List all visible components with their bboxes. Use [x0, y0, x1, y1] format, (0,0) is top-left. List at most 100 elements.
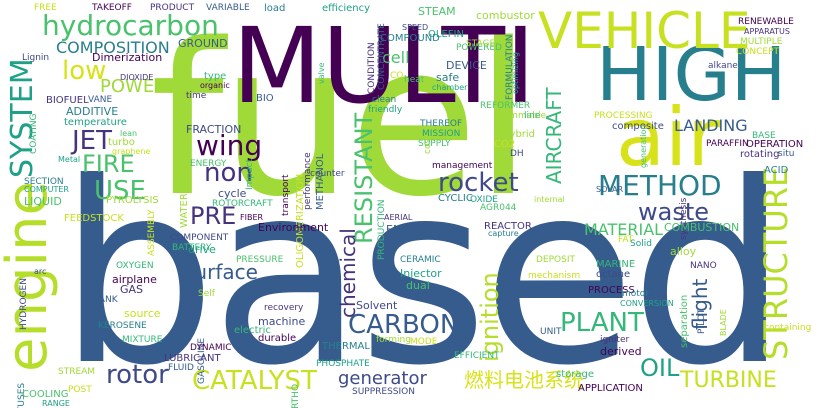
- word-conversion: CONVERSION: [620, 300, 674, 308]
- word-water: WATER: [180, 193, 190, 228]
- word-wing: wing: [196, 132, 262, 160]
- word-heat: heat: [404, 76, 424, 85]
- word-cyclic: CYCLIC: [438, 194, 473, 204]
- word-device: DEVICE: [446, 60, 487, 71]
- word-oxygen: OXYGEN: [116, 262, 154, 271]
- word-processing: PROCESSING: [594, 112, 653, 121]
- word-resistant: RESISTANT: [352, 113, 376, 244]
- word-cycle: cycle: [218, 188, 246, 199]
- word-drive: drive: [188, 244, 216, 255]
- word-post: POST: [68, 386, 92, 395]
- word-solar: SOLAR: [596, 186, 623, 194]
- word-energy: ENERGY: [190, 160, 226, 169]
- word-unit: UNIT: [540, 328, 561, 337]
- word-transport: transport: [282, 174, 291, 216]
- word-pyrolysis: PYROLYSIS: [106, 196, 159, 206]
- word-capture: capture: [488, 230, 519, 238]
- word-product: PRODUCT: [150, 4, 194, 13]
- word-pilot: PILOT: [698, 309, 707, 334]
- word-turbine: TURBINE: [680, 370, 777, 392]
- word-oil: OIL: [640, 356, 679, 380]
- word-rotating: rotating: [740, 150, 779, 160]
- word-deposit: DEPOSIT: [536, 256, 575, 265]
- word-component: COMPONENT: [170, 234, 228, 243]
- word-concentrate: CONCENTRATE: [378, 23, 387, 90]
- word-fluid: FLUID: [168, 364, 194, 373]
- word-bio: BIO: [256, 94, 274, 104]
- word-efficient: EFFICIENT: [454, 352, 500, 361]
- word-mechanism: mechanism: [528, 272, 580, 281]
- word-efficiency: efficiency: [322, 4, 370, 14]
- word-computer: COMPUTER: [24, 186, 69, 194]
- word-supply: SUPPLY: [418, 140, 450, 149]
- word-vane: VANE: [88, 96, 112, 105]
- word-dimerization: Dimerization: [92, 52, 162, 63]
- word-separation: separation: [680, 295, 690, 348]
- word-thermal: THERMAL: [322, 342, 370, 352]
- word-generator: generator: [338, 370, 427, 388]
- word-assembly: ASSEMBLY: [148, 209, 157, 256]
- word-fat: FAT: [618, 236, 633, 245]
- word-free: FREE: [34, 4, 57, 13]
- word-storage: storage: [556, 370, 594, 380]
- word-chemical: chemical: [338, 228, 358, 318]
- word-durable: durable: [258, 334, 296, 344]
- word-olefin: OLEFIN: [428, 30, 464, 40]
- word-methanol: METHANOL: [316, 154, 326, 210]
- word-rotorcraft: ROTORCRAFT: [212, 200, 273, 209]
- word-ortho: ORTHO: [292, 384, 301, 408]
- word-cooling: COOLING: [22, 390, 68, 400]
- word-apparatus: APPARATUS: [744, 28, 790, 36]
- word-alkane: alkane: [708, 62, 738, 71]
- word-line: line: [524, 112, 540, 121]
- word-safe: safe: [436, 72, 459, 83]
- word-management: management: [432, 162, 492, 171]
- word-nano: NANO: [690, 262, 717, 271]
- word-paraffin: PARAFFIN: [706, 140, 749, 149]
- word-liquid: LIQUID: [24, 196, 62, 207]
- word-octane: octane: [596, 270, 630, 280]
- word-igniter: igniter: [600, 336, 629, 345]
- word-load: load: [264, 4, 285, 14]
- word-mixture: MIXTURE: [122, 336, 162, 345]
- word-multiple: MULTIPLE: [740, 38, 782, 47]
- word-rotor: rotor: [106, 362, 169, 388]
- word-pressure: PRESSURE: [236, 256, 283, 265]
- word-stage: STAGE: [466, 40, 495, 49]
- word-friendly: friendly: [368, 106, 402, 115]
- word-hydrocarbon: hydrocarbon: [42, 12, 219, 40]
- word-speed: SPEED: [402, 24, 428, 32]
- word-recovery: recovery: [264, 304, 303, 313]
- word-concept: CONCEPT: [736, 48, 779, 57]
- word-internal: internal: [534, 196, 565, 204]
- word-engine: engine: [0, 181, 56, 372]
- word-aerial: AERIAL: [384, 214, 412, 222]
- word-valve: valve: [318, 62, 326, 84]
- word-arc: arc: [34, 268, 46, 276]
- word-forming: forming: [376, 336, 411, 345]
- word-generation: generation: [640, 124, 648, 168]
- word-ground: GROUND: [178, 38, 228, 49]
- word-air: air: [616, 98, 720, 178]
- word-emission: EMISSION: [386, 224, 440, 235]
- word-acid: ACID: [764, 166, 788, 176]
- word-temperature: temperature: [64, 118, 127, 128]
- word-situ: situ: [778, 150, 794, 159]
- word-impact: Impact: [246, 159, 255, 190]
- word-self: Self: [198, 290, 215, 299]
- word-phosphate: PHOSPHATE: [316, 360, 370, 369]
- word-dynamic: DYNAMIC: [190, 344, 232, 353]
- word-fraction: FRACTION: [186, 124, 241, 135]
- word-ignition: ignition: [478, 272, 502, 362]
- word-ultra: ultra: [550, 222, 569, 230]
- word-graphene: graphene: [112, 148, 150, 156]
- word-steam: STEAM: [418, 6, 456, 17]
- word-combustor: combustor: [476, 10, 535, 21]
- word-mode: MODE: [410, 338, 437, 347]
- word-optimizing: optimizing: [512, 52, 520, 94]
- word-organic: organic: [200, 82, 230, 90]
- word-thereof: THEREOF: [420, 120, 462, 129]
- word-chamber: chamber: [432, 84, 467, 92]
- word-surface: surface: [184, 262, 258, 282]
